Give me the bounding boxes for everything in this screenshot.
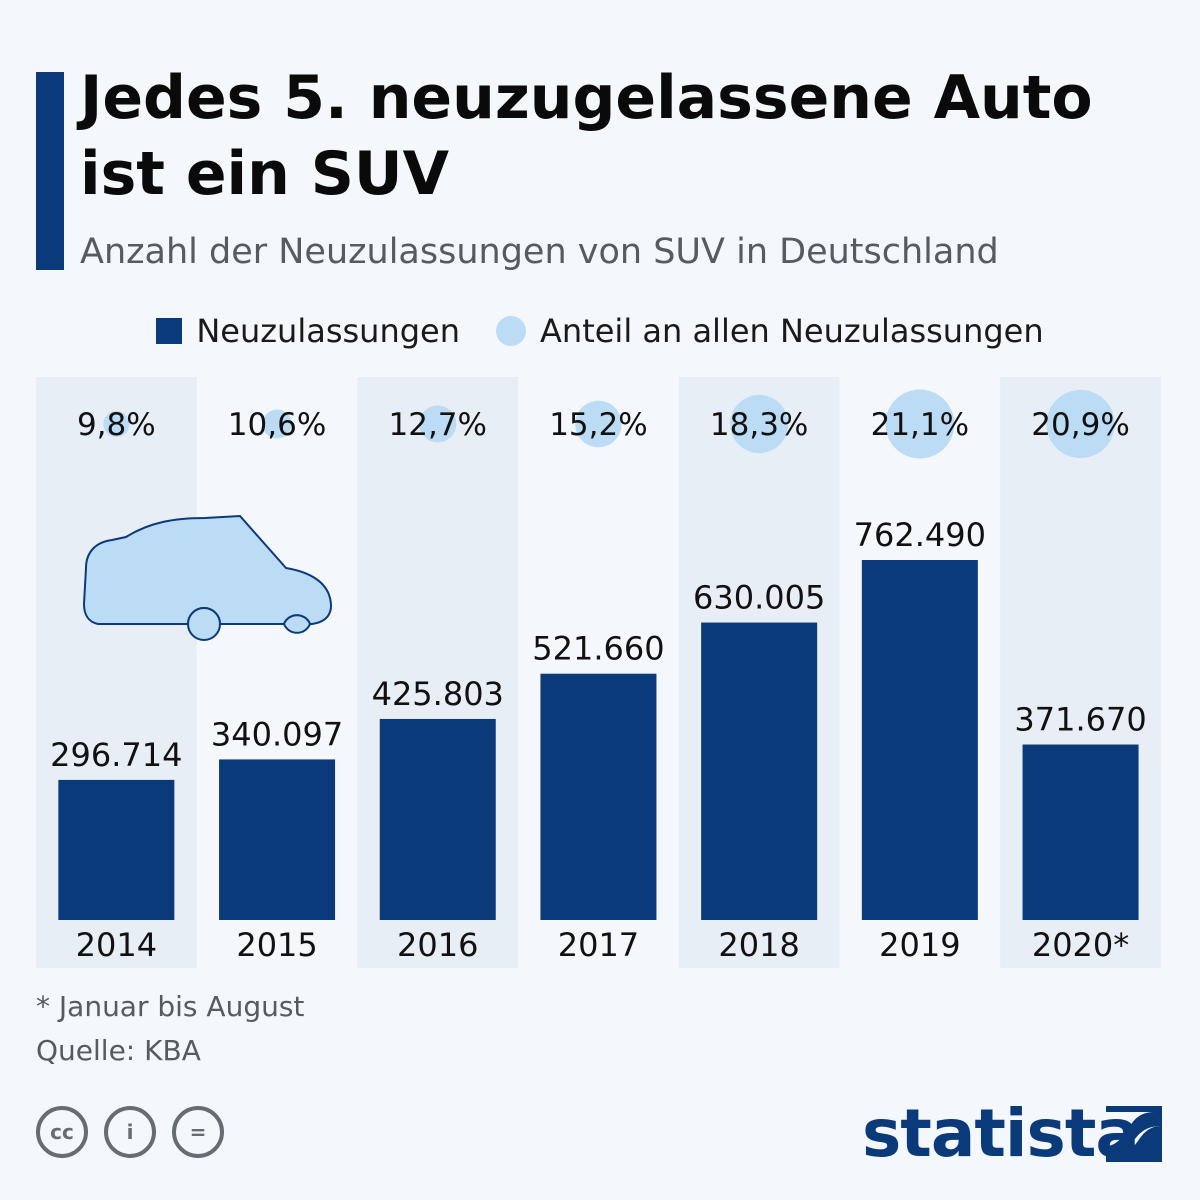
share-circle — [730, 394, 789, 454]
bar-value-label: 296.714 — [50, 736, 182, 774]
bar-value-label: 521.660 — [532, 630, 664, 668]
car-illustration — [82, 514, 332, 641]
source-note: Quelle: KBA — [36, 1034, 201, 1067]
bar-value-label: 340.097 — [211, 715, 343, 753]
bar-value-label: 630.005 — [693, 579, 825, 617]
bar — [861, 560, 978, 920]
x-tick-label: 2017 — [558, 926, 639, 964]
share-label: 15,2% — [549, 407, 647, 443]
share-circle — [419, 405, 457, 443]
share-label: 9,8% — [77, 407, 156, 443]
chart-subtitle: Anzahl der Neuzulassungen von SUV in Deu… — [80, 232, 999, 272]
bar-value-label: 371.670 — [1014, 701, 1146, 739]
statista-logo-icon — [1106, 1106, 1162, 1162]
x-tick-label: 2020* — [1032, 926, 1129, 964]
footnote: * Januar bis August — [36, 990, 305, 1023]
bar — [219, 759, 336, 920]
x-tick-label: 2019 — [879, 926, 960, 964]
share-label: 12,7% — [389, 407, 487, 443]
legend-label-bars: Neuzulassungen — [196, 312, 461, 350]
bar — [58, 779, 175, 920]
legend-swatch-circle — [496, 316, 527, 346]
x-tick-label: 2014 — [76, 926, 157, 964]
chart-title: Jedes 5. neuzugelassene Auto ist ein SUV — [80, 63, 1093, 209]
share-label: 10,6% — [228, 407, 326, 443]
legend-item-bars: Neuzulassungen — [156, 312, 460, 350]
by-icon[interactable]: i — [104, 1106, 156, 1158]
car-front-wheel — [187, 607, 222, 641]
x-tick-label: 2015 — [236, 926, 317, 964]
x-tick-label: 2018 — [718, 926, 799, 964]
share-label: 21,1% — [871, 407, 969, 443]
bar — [1022, 744, 1139, 920]
share-label: 20,9% — [1031, 407, 1129, 443]
title-accent-bar — [36, 72, 64, 270]
bar — [540, 673, 657, 920]
share-circle — [885, 389, 955, 459]
bar — [379, 718, 496, 920]
bar-value-label: 425.803 — [372, 675, 504, 713]
share-label: 18,3% — [710, 407, 808, 443]
statista-logo[interactable]: statista — [862, 1095, 1140, 1172]
license-icons: cc i = — [36, 1106, 224, 1158]
share-circle — [575, 400, 622, 448]
share-circle — [262, 409, 292, 439]
share-circle — [103, 411, 130, 437]
bar-value-label: 762.490 — [854, 516, 986, 554]
legend-label-circles: Anteil an allen Neuzulassungen — [540, 312, 1044, 350]
legend-swatch-square — [156, 318, 183, 344]
legend-item-circles: Anteil an allen Neuzulassungen — [496, 312, 1044, 350]
chart-marks: 9,8% 296.714 2014 10,6% 340.097 2015 12,7% 425.… — [50, 389, 1147, 964]
chart-legend: Neuzulassungen Anteil an allen Neuzulass… — [0, 306, 1200, 356]
bar — [701, 622, 818, 920]
nd-icon[interactable]: = — [172, 1106, 224, 1158]
x-tick-label: 2016 — [397, 926, 478, 964]
cc-icon[interactable]: cc — [36, 1106, 88, 1158]
car-rear-wheel — [283, 614, 312, 634]
share-circle — [1046, 389, 1115, 459]
